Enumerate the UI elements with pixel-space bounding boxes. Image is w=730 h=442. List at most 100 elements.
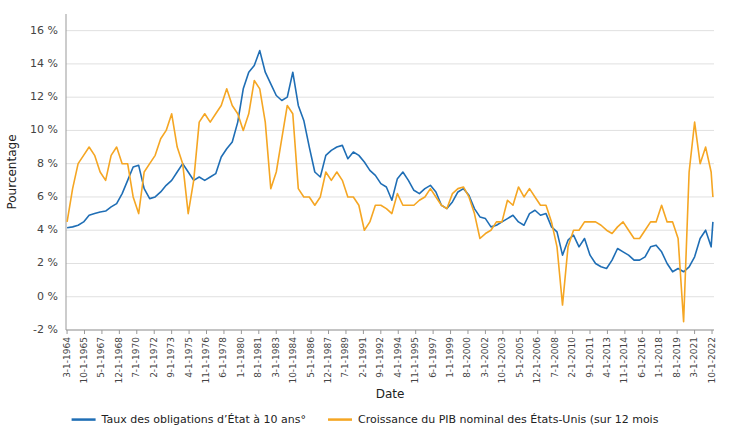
x-tick — [433, 330, 434, 334]
series-line — [67, 51, 713, 272]
x-tick-label: 3-1-1964 — [62, 337, 72, 378]
x-tick-label: 12-1-1968 — [114, 337, 124, 384]
x-tick — [206, 330, 207, 334]
x-tick-label: 4-1-1994 — [393, 337, 403, 378]
x-tick — [189, 330, 190, 334]
x-axis-line — [66, 330, 714, 331]
x-tick — [537, 330, 538, 334]
x-tick — [398, 330, 399, 334]
x-tick — [258, 330, 259, 334]
x-tick-label: 9-1-2011 — [585, 337, 595, 378]
x-tick — [171, 330, 172, 334]
x-tick — [659, 330, 660, 334]
x-tick — [276, 330, 277, 334]
x-tick — [590, 330, 591, 334]
x-tick — [345, 330, 346, 334]
x-tick-label: 5-1-1986 — [306, 337, 316, 378]
x-tick-label: 2-1-2010 — [567, 337, 577, 378]
x-tick-label: 1-1-2018 — [654, 337, 664, 378]
x-axis: 3-1-1964 10-1-1965 5-1-1967 12-1-1968 7-1-19… — [62, 330, 717, 384]
x-tick — [84, 330, 85, 334]
x-tick-label: 7-1-1989 — [340, 337, 350, 378]
x-tick — [520, 330, 521, 334]
x-tick-label: 10-1-1965 — [79, 337, 89, 384]
x-tick — [572, 330, 573, 334]
x-tick-label: 6-1-1978 — [218, 337, 228, 378]
legend-label: Taux des obligations d’État à 10 ans° — [101, 413, 306, 426]
x-tick-label: 3-1-2021 — [689, 337, 699, 378]
x-tick — [293, 330, 294, 334]
x-tick — [694, 330, 695, 334]
grid-line — [66, 296, 714, 297]
x-tick-label: 8-1-2000 — [462, 337, 472, 378]
x-tick-label: 6-1-2016 — [637, 337, 647, 378]
x-tick — [223, 330, 224, 334]
lines — [67, 51, 713, 322]
x-tick-label: 9-1-1973 — [166, 337, 176, 378]
grid-line — [66, 30, 714, 31]
x-tick — [363, 330, 364, 334]
y-tick-label: 4 % — [37, 223, 58, 236]
y-tick-label: 0 % — [37, 290, 58, 303]
y-axis-line — [66, 14, 67, 330]
x-tick-label: 7-1-2008 — [550, 337, 560, 378]
x-tick-label: 4-1-1975 — [184, 337, 194, 378]
x-tick-label: 8-1-2019 — [672, 337, 682, 378]
x-tick — [311, 330, 312, 334]
y-tick-label: 6 % — [37, 190, 58, 203]
chart: -2 %0 %2 %4 %6 %8 %10 %12 %14 %16 %3-1-1… — [0, 0, 730, 442]
grid-line — [66, 163, 714, 164]
legend-item: Taux des obligations d’État à 10 ans° — [72, 413, 306, 426]
grid-line — [66, 97, 714, 98]
x-tick — [380, 330, 381, 334]
x-tick-label: 10-1-2003 — [497, 337, 507, 384]
x-tick-label: 6-1-1997 — [428, 337, 438, 378]
x-tick — [328, 330, 329, 334]
x-tick-label: 9-1-1992 — [375, 337, 385, 378]
y-axis-title: Pourcentage — [5, 134, 19, 209]
x-tick-label: 4-1-2013 — [602, 337, 612, 378]
x-tick-label: 2-1-1991 — [358, 337, 368, 378]
x-tick-label: 12-1-1987 — [323, 337, 333, 384]
x-tick-label: 8-1-1981 — [253, 337, 263, 378]
x-tick — [67, 330, 68, 334]
x-tick-label: 1-1-1980 — [236, 337, 246, 378]
x-tick-label: 10-1-1984 — [288, 337, 298, 384]
x-tick — [677, 330, 678, 334]
x-tick — [555, 330, 556, 334]
x-tick — [607, 330, 608, 334]
x-tick — [119, 330, 120, 334]
grid-line — [66, 263, 714, 264]
x-tick-label: 3-1-2002 — [480, 337, 490, 378]
grid-line — [66, 63, 714, 64]
y-tick-label: 14 % — [30, 57, 58, 70]
x-tick-label: 1-1-1999 — [445, 337, 455, 378]
x-tick-label: 10-1-2022 — [707, 337, 717, 384]
x-tick — [712, 330, 713, 334]
grid-line — [66, 330, 714, 331]
legend-swatch — [72, 418, 96, 421]
x-tick — [136, 330, 137, 334]
y-tick-label: 10 % — [30, 123, 58, 136]
x-tick — [450, 330, 451, 334]
legend-item: Croissance du PIB nominal des États-Unis… — [328, 413, 659, 426]
x-tick — [467, 330, 468, 334]
series-line — [67, 81, 713, 322]
y-tick-label: -2 % — [33, 323, 58, 336]
grid-line — [66, 230, 714, 231]
legend-label: Croissance du PIB nominal des États-Unis… — [358, 413, 659, 426]
x-tick-label: 2-1-1972 — [149, 337, 159, 378]
x-tick-label: 3-1-1983 — [271, 337, 281, 378]
x-tick — [415, 330, 416, 334]
legend: Taux des obligations d’État à 10 ans° Cro… — [72, 413, 659, 426]
x-tick-label: 11-1-1995 — [410, 337, 420, 384]
x-tick-label: 11-1-1976 — [201, 337, 211, 384]
y-tick-label: 8 % — [37, 157, 58, 170]
x-tick — [485, 330, 486, 334]
y-tick-label: 16 % — [30, 24, 58, 37]
x-tick — [101, 330, 102, 334]
x-tick-label: 5-1-1967 — [96, 337, 106, 378]
x-tick — [154, 330, 155, 334]
x-tick — [642, 330, 643, 334]
y-axis: -2 %0 %2 %4 %6 %8 %10 %12 %14 %16 % — [30, 14, 66, 336]
